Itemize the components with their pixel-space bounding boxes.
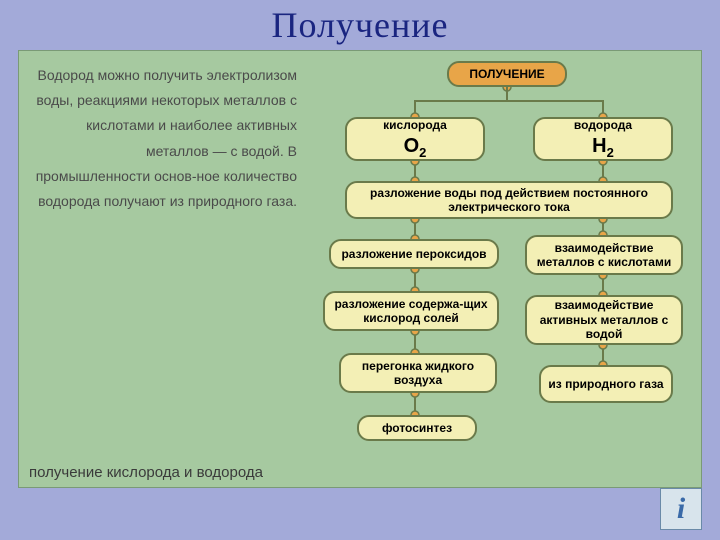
node-label: фотосинтез	[382, 421, 452, 435]
node-label: разложение воды под действием постоянног…	[353, 186, 665, 215]
node-label: из природного газа	[548, 377, 663, 391]
node-formula: O2	[404, 134, 427, 161]
page-title: Получение	[0, 0, 720, 48]
node-root: ПОЛУЧЕНИЕ	[447, 61, 567, 87]
node-wide: разложение воды под действием постоянног…	[345, 181, 673, 219]
node-label: взаимодействие металлов с кислотами	[533, 241, 675, 270]
info-button[interactable]: i	[660, 488, 702, 530]
node-formula: H2	[592, 134, 614, 161]
node-label: кислорода	[383, 118, 447, 132]
description-text: Водород можно получить электролизом воды…	[33, 63, 297, 214]
content-panel: Водород можно получить электролизом воды…	[18, 50, 702, 488]
node-o2: кислорода O2	[345, 117, 485, 161]
node-label: перегонка жидкого воздуха	[347, 359, 489, 388]
info-icon: i	[677, 492, 685, 526]
node-r2: взаимодействие активных металлов с водой	[525, 295, 683, 345]
node-l4: фотосинтез	[357, 415, 477, 441]
node-l2: разложение содержа-щих кислород солей	[323, 291, 499, 331]
node-label: разложение содержа-щих кислород солей	[331, 297, 491, 326]
node-r1: взаимодействие металлов с кислотами	[525, 235, 683, 275]
node-label: ПОЛУЧЕНИЕ	[469, 67, 544, 81]
footer-caption: получение кислорода и водорода	[29, 464, 263, 481]
node-label: водорода	[574, 118, 632, 132]
diagram-chart: ПОЛУЧЕНИЕ кислорода O2 водорода H2 разложение…	[309, 57, 697, 485]
node-label: разложение пероксидов	[341, 247, 486, 261]
node-r3: из природного газа	[539, 365, 673, 403]
node-label: взаимодействие активных металлов с водой	[533, 298, 675, 341]
node-l3: перегонка жидкого воздуха	[339, 353, 497, 393]
node-h2: водорода H2	[533, 117, 673, 161]
node-l1: разложение пероксидов	[329, 239, 499, 269]
